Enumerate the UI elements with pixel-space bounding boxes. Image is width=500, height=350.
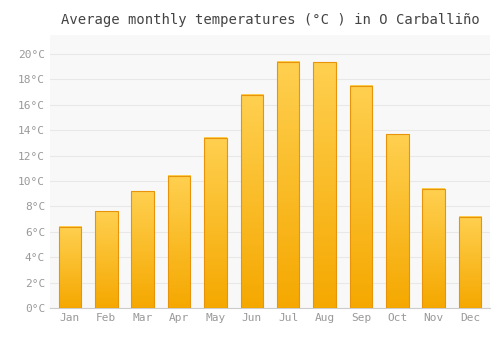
Bar (168, 176, 190, 308)
Title: Average monthly temperatures (°C ) in O Carballiño: Average monthly temperatures (°C ) in O … (60, 13, 480, 27)
Bar (314, 62, 336, 308)
Bar (132, 191, 154, 308)
Bar (458, 217, 481, 308)
Bar (386, 134, 408, 308)
Bar (277, 62, 299, 308)
Bar (95, 211, 118, 308)
Bar (350, 86, 372, 308)
Bar (204, 138, 227, 308)
Bar (240, 95, 263, 308)
Bar (58, 227, 82, 308)
Bar (422, 189, 445, 308)
